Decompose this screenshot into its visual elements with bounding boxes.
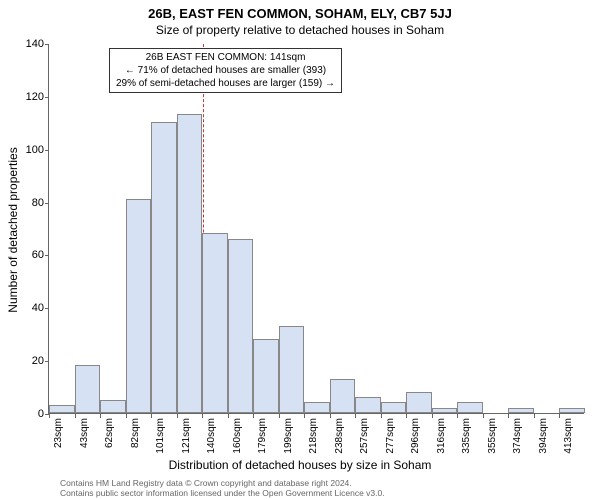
x-tick-label: 394sqm (538, 418, 549, 454)
histogram-bar (253, 339, 279, 413)
y-tick-label: 120 (14, 91, 44, 103)
histogram-bar (381, 402, 407, 413)
y-tick-label: 140 (14, 38, 44, 50)
x-tick-mark (457, 414, 458, 418)
x-tick-label: 335sqm (461, 418, 472, 454)
x-tick-mark (253, 414, 254, 418)
histogram-bar (508, 408, 534, 413)
x-tick-mark (330, 414, 331, 418)
y-tick-label: 0 (14, 408, 44, 420)
x-tick-mark (559, 414, 560, 418)
x-tick-mark (75, 414, 76, 418)
x-tick-mark (381, 414, 382, 418)
x-tick-label: 238sqm (334, 418, 345, 454)
histogram-bar (330, 379, 356, 413)
x-tick-mark (279, 414, 280, 418)
annotation-line: 29% of semi-detached houses are larger (… (116, 77, 335, 90)
x-tick-label: 62sqm (104, 418, 115, 448)
x-tick-mark (508, 414, 509, 418)
x-tick-mark (406, 414, 407, 418)
histogram-bar (49, 405, 75, 413)
x-tick-label: 277sqm (385, 418, 396, 454)
histogram-bar (355, 397, 381, 413)
x-tick-label: 23sqm (53, 418, 64, 448)
histogram-bar (279, 326, 305, 413)
annotation-box: 26B EAST FEN COMMON: 141sqm ← 71% of det… (109, 48, 342, 93)
histogram-bar (432, 408, 458, 413)
annotation-line: ← 71% of detached houses are smaller (39… (116, 64, 335, 77)
x-tick-label: 160sqm (232, 418, 243, 454)
x-tick-mark (355, 414, 356, 418)
footer-line: Contains HM Land Registry data © Crown c… (60, 478, 385, 488)
y-tick-label: 40 (14, 302, 44, 314)
x-tick-label: 82sqm (130, 418, 141, 448)
x-tick-label: 257sqm (359, 418, 370, 454)
x-tick-label: 140sqm (206, 418, 217, 454)
y-tick-label: 20 (14, 355, 44, 367)
x-tick-label: 413sqm (563, 418, 574, 454)
y-tick-mark (45, 255, 49, 256)
y-tick-mark (45, 150, 49, 151)
x-tick-mark (49, 414, 50, 418)
x-tick-label: 355sqm (487, 418, 498, 454)
x-tick-mark (126, 414, 127, 418)
y-tick-mark (45, 44, 49, 45)
footer-line: Contains public sector information licen… (60, 488, 385, 498)
x-tick-mark (100, 414, 101, 418)
x-tick-label: 316sqm (436, 418, 447, 454)
histogram-bar (177, 114, 203, 413)
histogram-bar (406, 392, 432, 413)
x-tick-label: 296sqm (410, 418, 421, 454)
y-tick-label: 60 (14, 249, 44, 261)
footer-attribution: Contains HM Land Registry data © Crown c… (60, 478, 385, 498)
y-tick-mark (45, 203, 49, 204)
histogram-bar (559, 408, 585, 413)
x-axis-label: Distribution of detached houses by size … (0, 458, 600, 472)
y-tick-label: 100 (14, 144, 44, 156)
y-tick-label: 80 (14, 197, 44, 209)
x-tick-label: 101sqm (155, 418, 166, 454)
x-tick-mark (534, 414, 535, 418)
x-tick-label: 199sqm (283, 418, 294, 454)
annotation-line: 26B EAST FEN COMMON: 141sqm (116, 51, 335, 64)
x-tick-mark (432, 414, 433, 418)
chart-subtitle: Size of property relative to detached ho… (0, 21, 600, 37)
x-tick-label: 374sqm (512, 418, 523, 454)
x-tick-mark (228, 414, 229, 418)
chart-area: 26B EAST FEN COMMON: 141sqm ← 71% of det… (48, 44, 584, 414)
histogram-bar (304, 402, 330, 413)
x-tick-label: 218sqm (308, 418, 319, 454)
y-axis-label: Number of detached properties (6, 147, 20, 312)
x-tick-mark (202, 414, 203, 418)
x-tick-mark (304, 414, 305, 418)
plot-area: 26B EAST FEN COMMON: 141sqm ← 71% of det… (48, 44, 584, 414)
histogram-bar (228, 239, 254, 413)
y-tick-mark (45, 361, 49, 362)
y-tick-mark (45, 97, 49, 98)
histogram-bar (202, 233, 228, 413)
histogram-bar (100, 400, 126, 413)
histogram-bar (151, 122, 177, 413)
x-tick-mark (151, 414, 152, 418)
x-tick-mark (483, 414, 484, 418)
y-tick-mark (45, 308, 49, 309)
chart-title: 26B, EAST FEN COMMON, SOHAM, ELY, CB7 5J… (0, 0, 600, 21)
x-tick-label: 121sqm (181, 418, 192, 454)
histogram-bar (457, 402, 483, 413)
histogram-bar (126, 199, 152, 413)
x-tick-label: 43sqm (79, 418, 90, 448)
x-tick-label: 179sqm (257, 418, 268, 454)
x-tick-mark (177, 414, 178, 418)
histogram-bar (75, 365, 101, 413)
